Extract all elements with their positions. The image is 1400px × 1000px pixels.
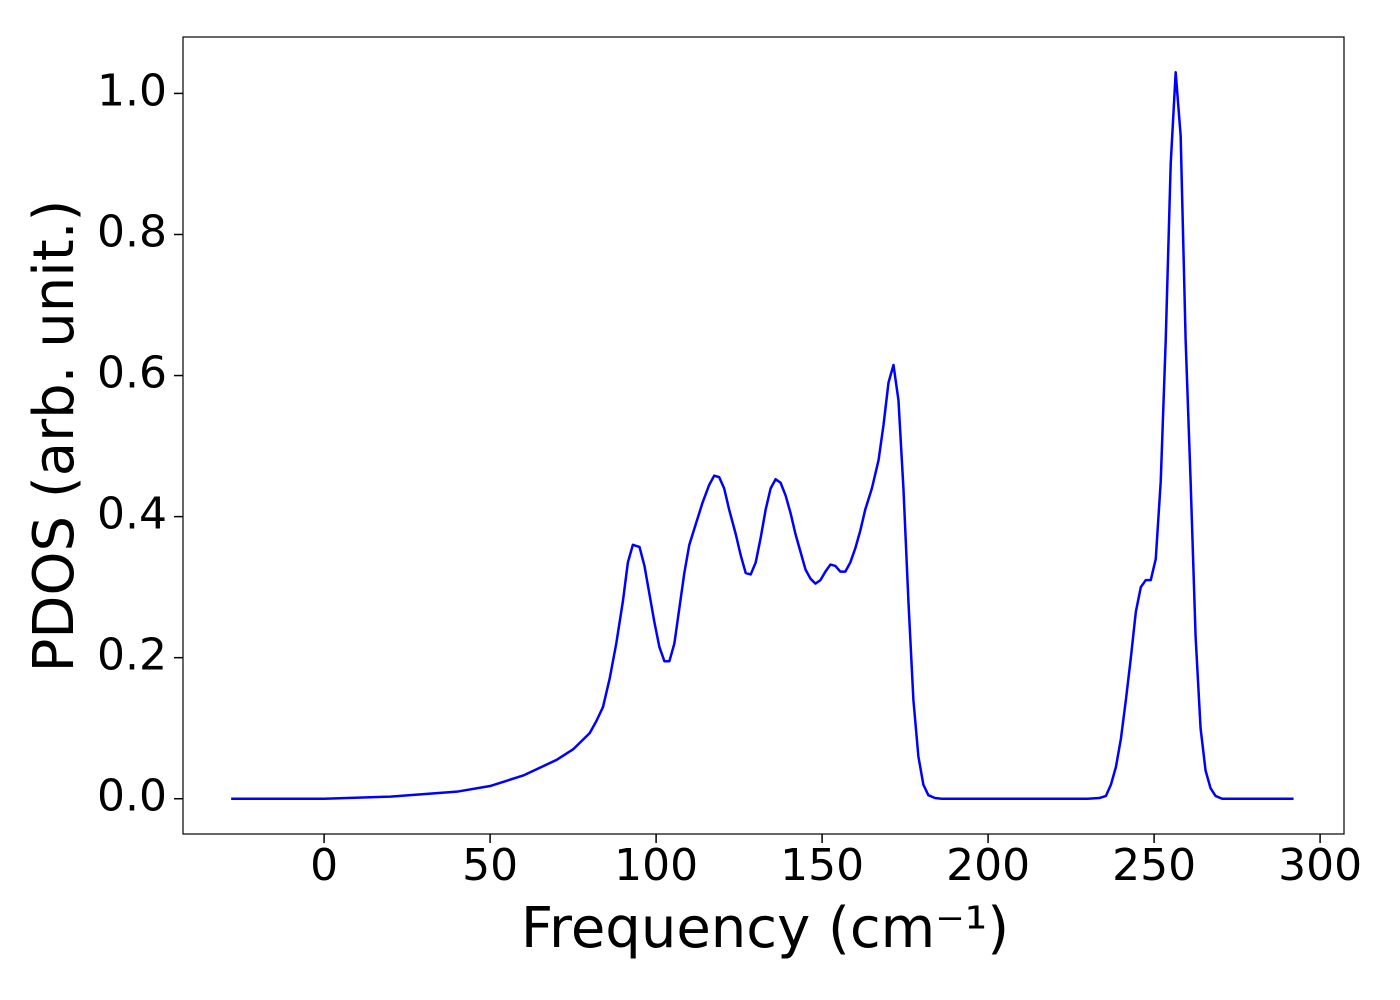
pdos-line: [231, 71, 1294, 800]
y-tick-label: 0.4: [97, 489, 167, 540]
x-tick-label: 300: [1278, 840, 1362, 891]
x-tick-label: 200: [946, 840, 1030, 891]
x-tick-label: 50: [462, 840, 518, 891]
x-axis-label: Frequency (cm⁻¹): [521, 896, 1009, 961]
y-tick-label: 1.0: [97, 65, 167, 116]
y-tick-label: 0.0: [97, 771, 167, 822]
y-tick-label: 0.8: [97, 206, 167, 257]
plot-frame: [182, 36, 1345, 835]
x-tick-label: 100: [614, 840, 698, 891]
x-tick-label: 0: [310, 840, 338, 891]
x-tick-label: 150: [780, 840, 864, 891]
y-tick-label: 0.2: [97, 630, 167, 681]
y-axis-label: PDOS (arb. unit.): [22, 200, 87, 673]
y-tick-label: 0.6: [97, 348, 167, 399]
x-tick-label: 250: [1112, 840, 1196, 891]
